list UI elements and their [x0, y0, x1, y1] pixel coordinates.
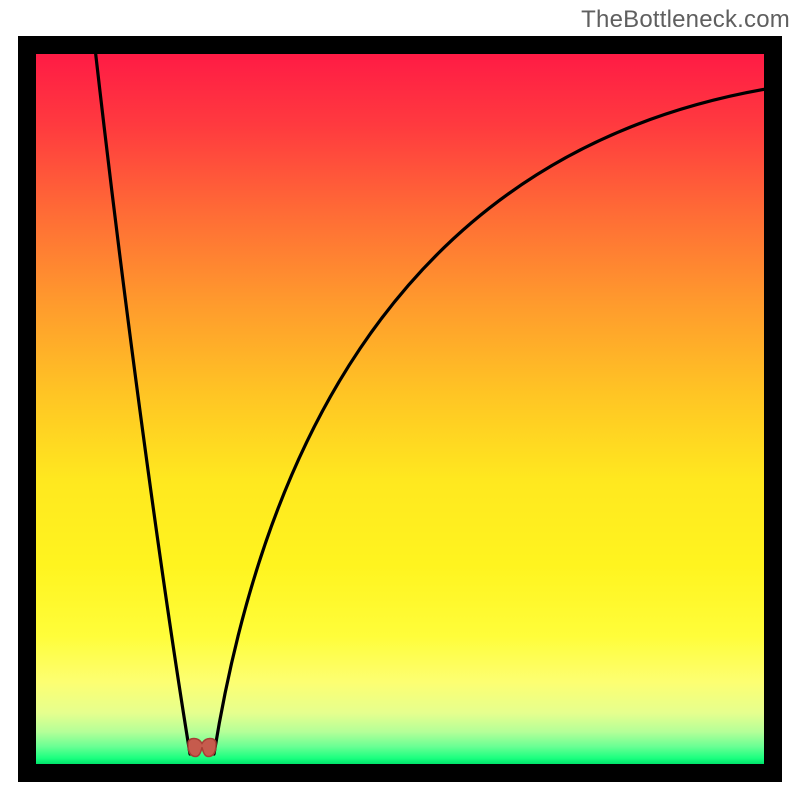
figure-root: TheBottleneck.com [0, 0, 800, 800]
bottleneck-curve-chart [0, 0, 800, 800]
watermark-text: TheBottleneck.com [581, 6, 790, 34]
plot-gradient-bg [36, 54, 764, 764]
